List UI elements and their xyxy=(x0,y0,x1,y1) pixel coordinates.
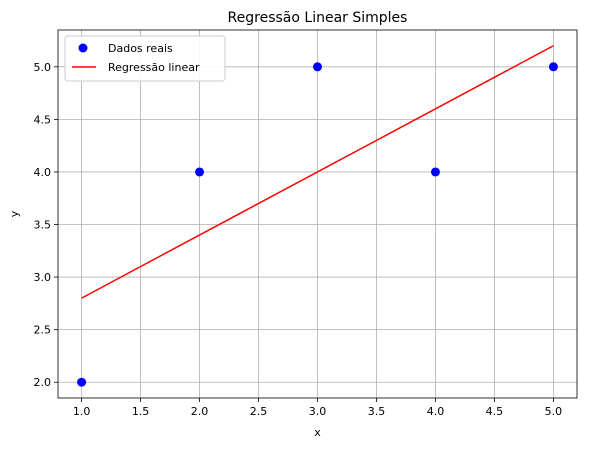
x-tick-label: 2.5 xyxy=(250,405,268,418)
y-axis-ticks: 2.0 2.5 3.0 3.5 4.0 4.5 5.0 xyxy=(34,61,58,389)
data-point xyxy=(430,167,440,177)
x-tick-label: 4.5 xyxy=(486,405,504,418)
y-tick-label: 2.0 xyxy=(34,376,52,389)
y-tick-label: 4.0 xyxy=(34,166,52,179)
chart-title: Regressão Linear Simples xyxy=(228,10,408,26)
data-point xyxy=(195,167,205,177)
x-axis-ticks: 1.0 1.5 2.0 2.5 3.0 3.5 4.0 4.5 5.0 xyxy=(73,398,562,418)
legend-label-dados-reais: Dados reais xyxy=(108,42,173,55)
x-tick-label: 3.5 xyxy=(368,405,386,418)
legend-marker-dados-reais xyxy=(78,43,88,53)
y-tick-label: 5.0 xyxy=(34,61,52,74)
data-point xyxy=(313,62,322,72)
series-layer xyxy=(77,45,558,387)
x-tick-label: 4.0 xyxy=(427,405,445,418)
y-tick-label: 3.0 xyxy=(34,271,52,284)
legend: Dados reais Regressão linear xyxy=(64,35,226,82)
y-tick-label: 2.5 xyxy=(34,324,52,337)
x-tick-label: 5.0 xyxy=(545,405,563,418)
x-axis-label: x xyxy=(314,426,321,439)
regression-line xyxy=(81,45,554,299)
x-tick-label: 3.0 xyxy=(309,405,327,418)
y-axis-label: y xyxy=(8,210,21,217)
data-point xyxy=(548,62,558,72)
x-tick-label: 2.0 xyxy=(191,405,209,418)
y-tick-label: 4.5 xyxy=(34,113,52,126)
x-tick-label: 1.0 xyxy=(73,405,91,418)
legend-box xyxy=(64,35,226,82)
y-tick-label: 3.5 xyxy=(34,219,52,232)
legend-label-regressao-linear: Regressão linear xyxy=(108,61,200,74)
grid-lines xyxy=(58,30,577,398)
x-tick-label: 1.5 xyxy=(132,405,150,418)
data-point xyxy=(77,377,87,387)
